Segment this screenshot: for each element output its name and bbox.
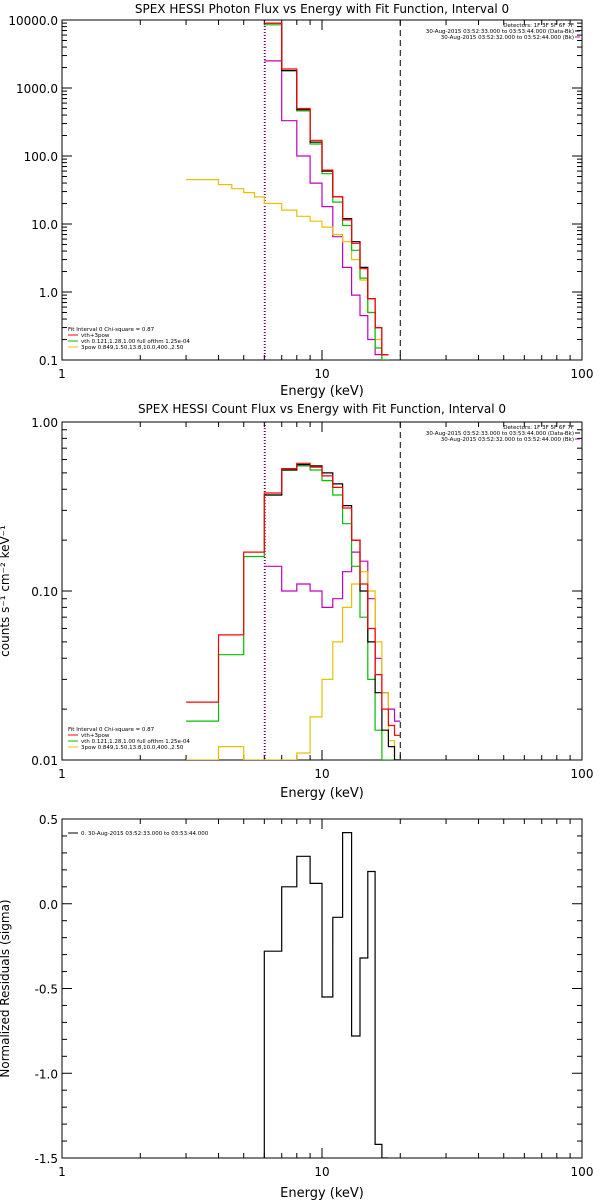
series-data [264,22,389,356]
series-data [264,464,401,760]
legend-entry: 0. 30-Aug-2015 03:52:33.000 to 03:53:44.… [81,831,209,837]
y-tick-label: 0.0 [39,898,58,912]
info-line: 30-Aug-2015 03:52:33.000 to 03:53:44.000… [426,431,574,437]
legend-entry: Fit Interval 0 Chi-square = 0.87 [68,327,155,333]
x-axis-label: Energy (keV) [280,786,364,801]
y-tick-label: -1.0 [35,1067,58,1081]
y-tick-label: 10.0 [31,218,58,232]
info-line: Detectors: 1F 3F 5F 6F 7F [503,425,574,431]
legend-entry: 3pow 0.849,1.50,13.8,10.0,400.,2.50 [81,345,184,351]
chart-title: SPEX HESSI Count Flux vs Energy with Fit… [138,402,506,416]
y-tick-label: -1.5 [35,1152,58,1166]
y-tick-label: 100.0 [24,150,58,164]
y-tick-label: 10000.0 [8,14,58,28]
x-tick-label: 10 [314,1165,329,1179]
y-tick-label: 0.01 [31,754,58,768]
y-axis-label: Normalized Residuals (sigma) [0,899,12,1077]
series-3pow [186,179,389,360]
info-line: 30-Aug-2015 03:52:33.000 to 03:53:44.000… [426,29,574,35]
series-vth-3pow [264,22,389,356]
x-tick-label: 100 [571,767,594,781]
x-tick-label: 1 [58,767,66,781]
legend-entry: vth+3pow [81,333,110,339]
y-axis-label: counts s⁻¹ cm⁻² keV⁻¹ [0,525,12,657]
x-tick-label: 10 [314,367,329,381]
x-axis-label: Energy (keV) [280,1186,364,1200]
series-residuals [263,832,389,1158]
x-tick-label: 100 [571,1165,594,1179]
x-tick-label: 1 [58,1165,66,1179]
series-vth-3pow [186,462,401,736]
y-tick-label: 0.10 [31,585,58,599]
y-tick-label: 0.5 [39,813,58,827]
legend-entry: vth 0.121,1.28,1.00 full ofthm 1.25e-04 [81,339,190,345]
legend-entry: 3pow 0.849,1.50,13.8,10.0,400.,2.50 [81,745,184,751]
x-tick-label: 10 [314,767,329,781]
series-vth [264,24,389,360]
chart-panel-2: SPEX HESSI Count Flux vs Energy with Fit… [0,402,593,801]
series-bk [264,551,401,722]
y-tick-label: 1.00 [31,416,58,430]
y-tick-label: 1000.0 [16,82,58,96]
x-tick-label: 100 [571,367,594,381]
info-line: 30-Aug-2015 03:52:32.000 to 03:52:44.000… [441,35,574,41]
legend-entry: Fit Interval 0 Chi-square = 0.87 [68,727,155,733]
chart-panel-3: 1 10 100 -1.5 -1.0 -0.5 0.0 0.5 Energy (keV) Norm… [0,813,593,1200]
x-tick-label: 1 [58,367,66,381]
chart-title: SPEX HESSI Photon Flux vs Energy with Fi… [135,2,509,16]
legend-entry: vth 0.121,1.28,1.00 full ofthm 1.25e-04 [81,739,190,745]
info-line: 30-Aug-2015 03:52:32.000 to 03:52:44.000… [441,437,574,443]
chart-panel-1: SPEX HESSI Photon Flux vs Energy with Fi… [8,2,593,399]
y-tick-label: 0.1 [39,354,58,368]
legend-entry: vth+3pow [81,733,110,739]
y-tick-label: 1.0 [39,286,58,300]
x-axis-label: Energy (keV) [280,384,364,399]
y-tick-label: -0.5 [35,983,58,997]
info-line: Detectors: 1F 3F 5F 6F 7F [503,23,574,29]
